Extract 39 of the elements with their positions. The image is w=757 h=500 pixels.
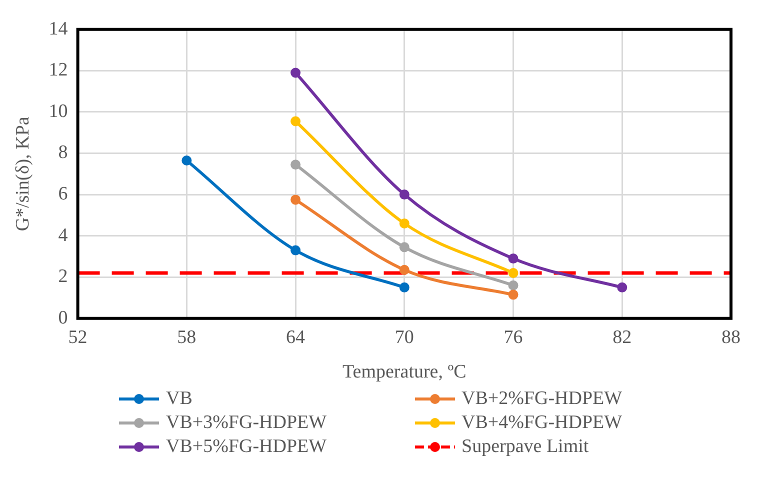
x-tick-label: 58	[177, 326, 196, 348]
point	[399, 190, 410, 200]
x-tick-label: 76	[504, 326, 523, 348]
point	[399, 264, 410, 275]
x-tick-label: 70	[394, 326, 414, 348]
legend-label: Superpave Limit	[462, 436, 589, 458]
y-tick-label: 12	[48, 60, 68, 81]
point	[617, 282, 628, 292]
point	[399, 218, 410, 228]
legend-label: VB+5%FG-HDPEW	[166, 436, 327, 458]
point	[290, 194, 301, 205]
point	[508, 290, 518, 300]
y-tick-label: 14	[48, 18, 68, 40]
x-tick-label: 82	[612, 326, 632, 348]
y-tick-label: 0	[58, 307, 68, 328]
y-tick-label: 4	[58, 224, 68, 246]
point	[399, 242, 410, 252]
point	[290, 160, 301, 170]
y-tick-label: 6	[58, 184, 68, 205]
point	[290, 68, 301, 78]
y-axis-title: G*/sin(δ), KPa	[12, 116, 34, 232]
point	[290, 116, 301, 126]
point	[508, 280, 518, 290]
point	[508, 254, 518, 264]
legend-label: VB+3%FG-HDPEW	[166, 412, 327, 434]
y-tick-label: 10	[48, 100, 68, 122]
point	[182, 155, 192, 166]
point	[508, 268, 518, 278]
legend-label: VB+4%FG-HDPEW	[462, 412, 622, 434]
x-axis-title: Temperature, ºC	[342, 362, 466, 383]
x-tick-label: 88	[722, 326, 740, 348]
legend-label: VB	[166, 388, 192, 410]
y-tick-label: 2	[58, 266, 68, 288]
y-tick-label: 8	[58, 142, 68, 164]
legend-label: VB+2%FG-HDPEW	[462, 388, 622, 410]
x-tick-label: 52	[68, 326, 88, 348]
point	[399, 282, 410, 292]
x-tick-label: 64	[286, 326, 306, 348]
point	[290, 245, 301, 256]
